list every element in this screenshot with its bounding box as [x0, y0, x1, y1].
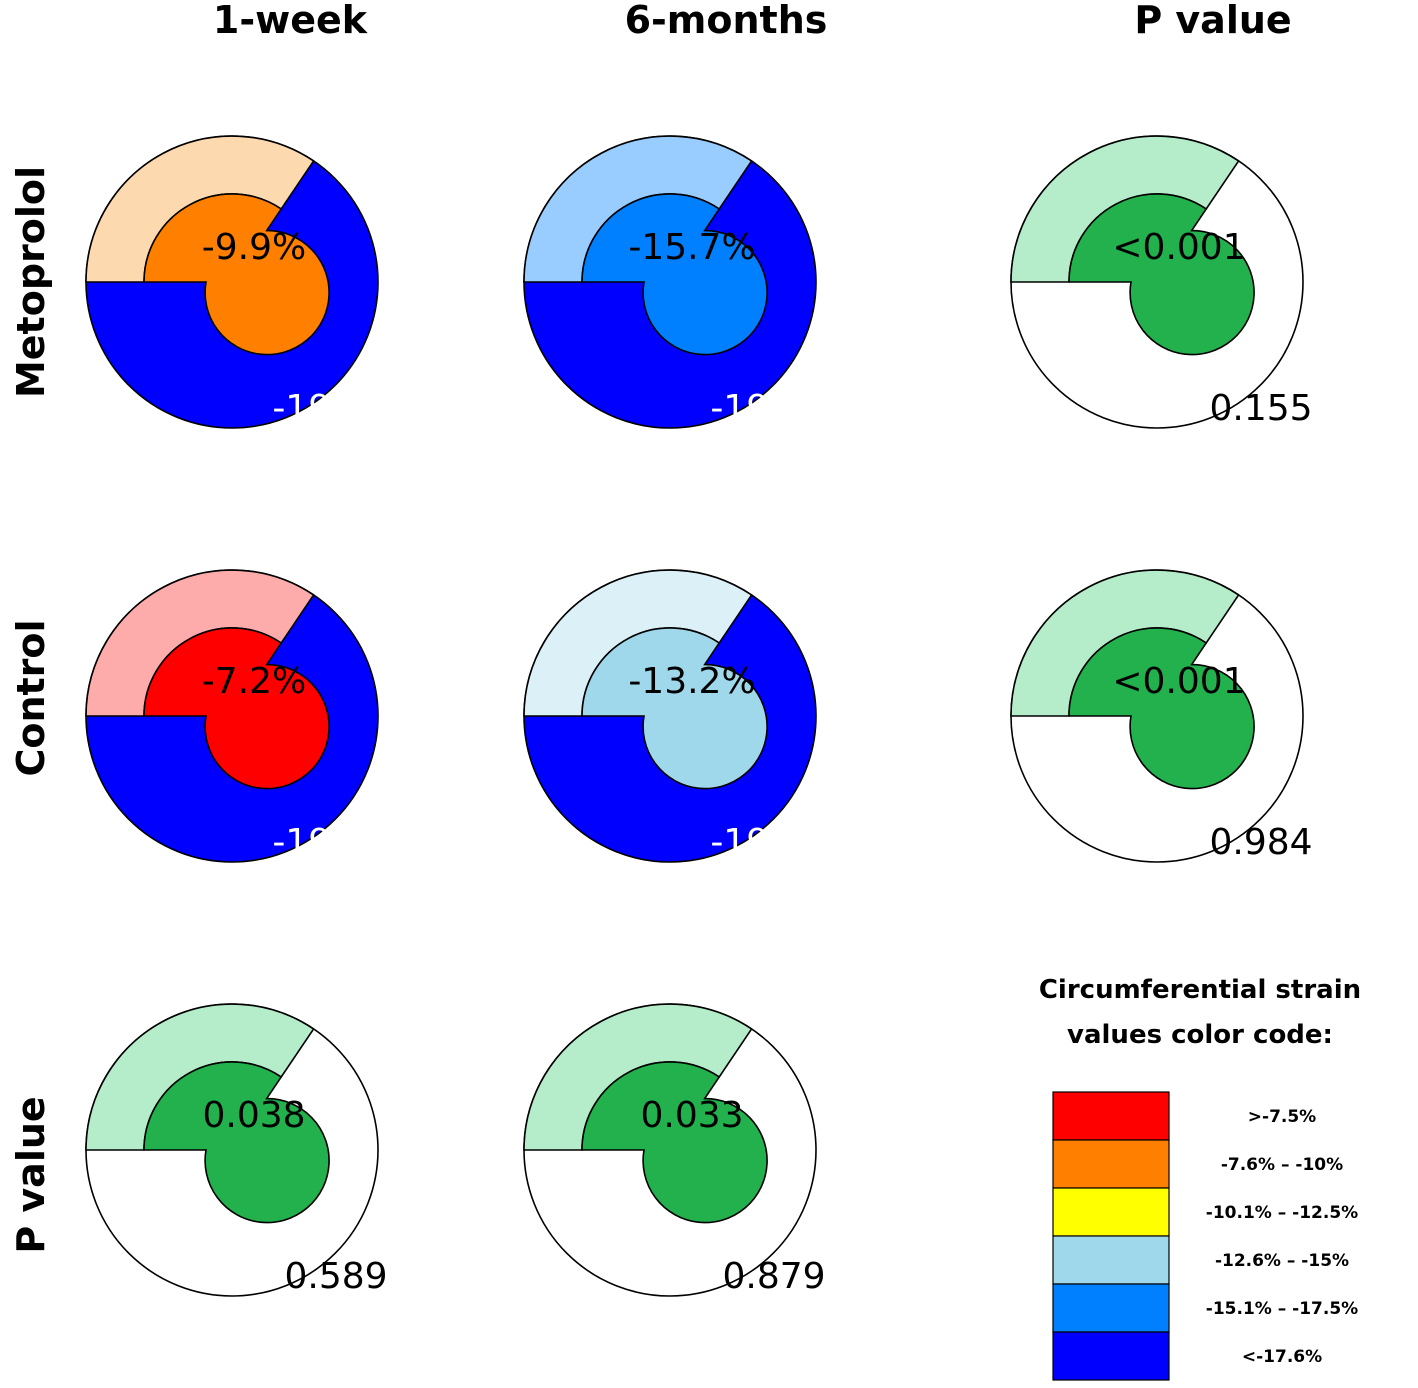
- inner-value-label: -9.9%: [202, 227, 306, 268]
- legend-items: >-7.5% -7.6% – -10% -10.1% – -12.5% -12.6% …: [1052, 1091, 1358, 1381]
- inner-segment: [1068, 193, 1255, 356]
- legend-swatch: [1052, 1331, 1170, 1381]
- legend-swatch: [1052, 1091, 1170, 1141]
- outer-value-label: 0.589: [284, 1256, 387, 1297]
- inner-segment: [143, 193, 330, 356]
- inner-value-label: -15.7%: [628, 227, 755, 268]
- row-header-pvalue: P value: [9, 1096, 53, 1253]
- legend-swatch: [1052, 1187, 1170, 1237]
- legend-swatch: [1052, 1139, 1170, 1189]
- inner-segment: [143, 627, 330, 790]
- outer-value-label: -19.2%: [710, 388, 837, 429]
- inner-segment: [1068, 627, 1255, 790]
- legend-title-line2: values color code:: [1067, 1020, 1333, 1050]
- panel-control-1week: -7.2% -19.3%: [85, 569, 400, 863]
- inner-value-label: <0.001: [1112, 661, 1245, 702]
- legend-swatch: [1052, 1235, 1170, 1285]
- panel-metoprolol-pvalue: <0.001 0.155: [1010, 135, 1313, 429]
- column-header-1week: 1-week: [213, 0, 368, 42]
- inner-segment: [581, 1061, 768, 1224]
- legend-item: >-7.5%: [1052, 1091, 1316, 1141]
- legend-swatch: [1052, 1283, 1170, 1333]
- inner-segment: [143, 1061, 330, 1224]
- legend-label: >-7.5%: [1248, 1107, 1316, 1127]
- panel-control-6months: -13.2% -19.3%: [523, 569, 838, 863]
- outer-value-label: 0.879: [722, 1256, 825, 1297]
- strain-panels: -9.9%-19.7%-15.7%-19.2%<0.0010.155-7.2%-…: [85, 135, 1313, 1297]
- row-header-metoprolol: Metoprolol: [9, 166, 53, 398]
- inner-segment: [581, 627, 768, 790]
- legend-item: -7.6% – -10%: [1052, 1139, 1343, 1189]
- panel-metoprolol-6months: -15.7% -19.2%: [523, 135, 838, 429]
- legend-label: -12.6% – -15%: [1215, 1251, 1349, 1271]
- panel-pvalue-6months: 0.033 0.879: [523, 1003, 826, 1297]
- inner-segment: [581, 193, 768, 356]
- column-header-pvalue: P value: [1134, 0, 1291, 42]
- panel-metoprolol-1week: -9.9% -19.7%: [85, 135, 400, 429]
- outer-value-label: -19.3%: [710, 822, 837, 863]
- legend-label: -15.1% – -17.5%: [1206, 1299, 1358, 1319]
- column-header-6months: 6-months: [625, 0, 828, 42]
- outer-value-label: 0.984: [1209, 822, 1312, 863]
- outer-value-label: -19.7%: [272, 388, 399, 429]
- inner-value-label: <0.001: [1112, 227, 1245, 268]
- legend-label: -10.1% – -12.5%: [1206, 1203, 1358, 1223]
- color-legend: Circumferential strain values color code…: [1039, 975, 1361, 1381]
- inner-value-label: -7.2%: [202, 661, 306, 702]
- legend-item: -10.1% – -12.5%: [1052, 1187, 1358, 1237]
- inner-value-label: 0.038: [202, 1095, 305, 1136]
- legend-label: <-17.6%: [1242, 1347, 1322, 1367]
- row-header-control: Control: [9, 619, 53, 776]
- legend-title-line1: Circumferential strain: [1039, 975, 1361, 1005]
- legend-item: <-17.6%: [1052, 1331, 1322, 1381]
- inner-value-label: -13.2%: [628, 661, 755, 702]
- legend-item: -15.1% – -17.5%: [1052, 1283, 1358, 1333]
- outer-value-label: -19.3%: [272, 822, 399, 863]
- legend-label: -7.6% – -10%: [1221, 1155, 1343, 1175]
- outer-value-label: 0.155: [1209, 388, 1312, 429]
- inner-value-label: 0.033: [640, 1095, 743, 1136]
- panel-pvalue-1week: 0.038 0.589: [85, 1003, 388, 1297]
- legend-item: -12.6% – -15%: [1052, 1235, 1349, 1285]
- panel-control-pvalue: <0.001 0.984: [1010, 569, 1313, 863]
